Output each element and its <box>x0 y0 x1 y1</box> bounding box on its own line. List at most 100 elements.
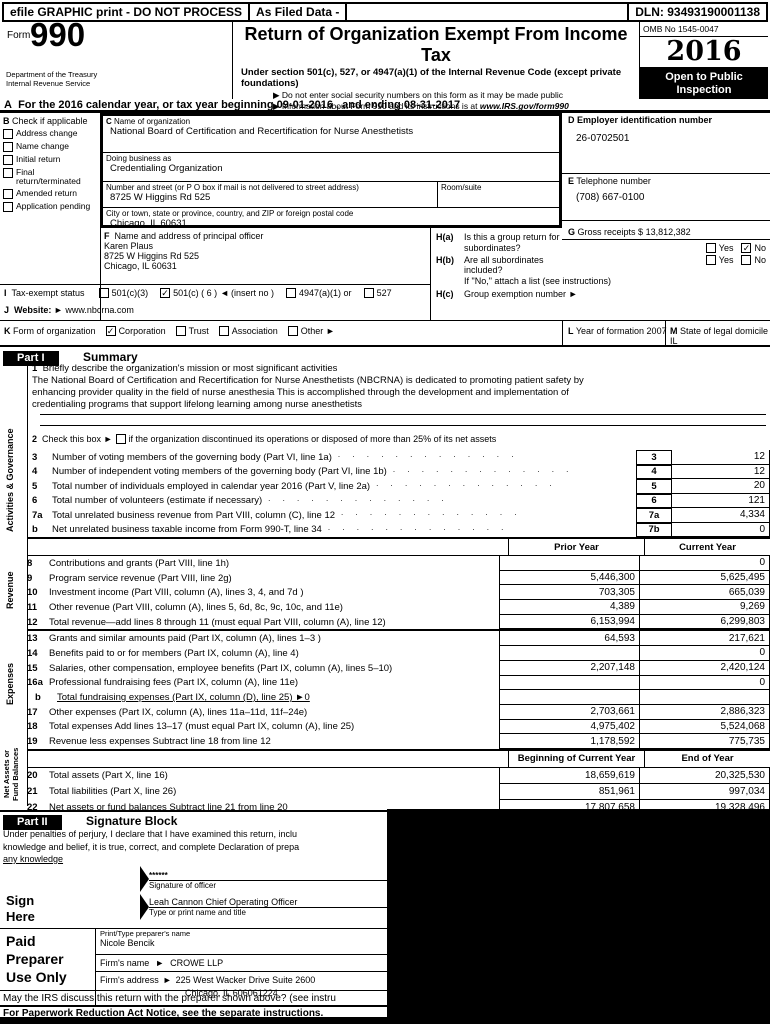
officer-name: Karen Plaus <box>104 241 154 251</box>
checkbox[interactable] <box>3 189 13 199</box>
checkbox[interactable] <box>3 142 13 152</box>
mission-line3: credentialing programs that support life… <box>32 399 363 410</box>
checkbox-trust[interactable] <box>175 326 186 336</box>
part1-title: Summary <box>82 350 138 364</box>
checkbox-501c3[interactable] <box>98 288 109 298</box>
checkbox-other[interactable] <box>287 326 298 336</box>
checkbox-ha-yes[interactable] <box>705 243 716 253</box>
ein-value: 26-0702501 <box>576 133 630 144</box>
arrow-right-icon: ► <box>155 958 165 968</box>
signature-of-officer-label: Signature of officer <box>149 881 217 890</box>
discontinued-operations-row: 2 Check this box ► if the organization d… <box>32 434 497 444</box>
firm-name: CROWE LLP <box>170 958 224 968</box>
table-row: b Net unrelated business taxable income … <box>32 522 770 537</box>
pointer-icon: ▶ <box>273 101 280 111</box>
street-address: 8725 W Higgins Rd 525 <box>110 192 211 203</box>
table-row: 12 Total revenue—add lines 8 through 11 … <box>27 614 770 630</box>
year-of-formation: L Year of formation 2007 <box>568 326 667 336</box>
arrow-right-icon: ► <box>568 289 578 299</box>
part2-header: Part II Signature Block <box>3 812 770 830</box>
ein-phone-block: D Employer identification number 26-0702… <box>562 113 770 240</box>
arrow-right-icon: ► <box>53 305 63 315</box>
sidebar-activities-governance: Activities & Governance <box>5 428 15 532</box>
table-row: 21 Total liabilities (Part X, line 26) 8… <box>27 783 770 800</box>
irs-discuss-line: May the IRS discuss this return with the… <box>3 993 336 1004</box>
checkbox-amended-return: Amended return <box>3 189 99 199</box>
checkbox-corporation[interactable]: ✓ <box>105 326 116 336</box>
redaction-box <box>387 809 770 1024</box>
efile-header-bar: efile GRAPHIC print - DO NOT PROCESS As … <box>2 2 768 22</box>
form-title: Return of Organization Exempt From Incom… <box>244 24 628 65</box>
checkbox-501c6[interactable]: ✓ <box>160 288 171 298</box>
table-row: 5 Total number of individuals employed i… <box>32 479 770 494</box>
organization-name-block: C Name of organization National Board of… <box>100 113 562 229</box>
efile-label: efile GRAPHIC print - DO NOT PROCESS <box>4 4 251 20</box>
paperwork-notice: For Paperwork Reduction Act Notice, see … <box>3 1008 324 1019</box>
state-of-domicile: M State of legal domicile IL <box>670 326 769 346</box>
checkbox[interactable] <box>3 168 13 178</box>
officer-name-title: Leah Cannon Chief Operating Officer <box>149 897 298 907</box>
checkboxes-section-b: B Check if applicable Address change Nam… <box>3 116 99 215</box>
checkbox-name-change: Name change <box>3 142 99 152</box>
table-row: 14 Benefits paid to or for members (Part… <box>27 646 770 661</box>
group-return-block: H(a) Is this a group return for subordin… <box>436 232 766 299</box>
checkbox-address-change: Address change <box>3 129 99 139</box>
form-of-organization-row: K Form of organization ✓ Corporation Trus… <box>4 326 335 336</box>
firm-address: 225 West Wacker Drive Suite 2600 <box>175 975 316 985</box>
checkbox[interactable] <box>3 202 13 212</box>
table-row: b Total fundraising expenses (Part IX, c… <box>27 690 770 705</box>
part1-header: Part I Summary <box>3 348 770 366</box>
checkbox-association[interactable] <box>218 326 229 336</box>
form-number: 990 <box>30 16 86 53</box>
dept-treasury: Department of the Treasury <box>6 70 98 79</box>
governance-counts-table: 3 Number of voting members of the govern… <box>32 450 770 537</box>
officer-signature: ****** <box>149 871 168 880</box>
dba-name: Credentialing Organization <box>110 163 223 174</box>
irs-gov-link[interactable]: www.IRS.gov/form990 <box>479 101 569 111</box>
part1-tag: Part I <box>3 351 59 366</box>
table-row: 11 Other revenue (Part VIII, column (A),… <box>27 600 770 615</box>
table-row: 13 Grants and similar amounts paid (Part… <box>27 629 770 647</box>
bullet-ssn: ▶ Do not enter social security numbers o… <box>273 90 564 100</box>
preparer-name: Nicole Bencik <box>100 938 155 948</box>
bullet-info: ▶ Information about Form 990 and its ins… <box>273 101 569 111</box>
mission-block: 1 Briefly describe the organization's mi… <box>32 363 768 411</box>
table-row: 3 Number of voting members of the govern… <box>32 450 770 465</box>
gross-receipts: G Gross receipts $ 13,812,382 <box>568 227 691 237</box>
checkbox-hb-no[interactable] <box>741 255 752 265</box>
website-link[interactable]: www.nbcrna.com <box>65 305 134 315</box>
city-state-zip: Chicago, IL 60631 <box>110 218 187 229</box>
mission-line1: The National Board of Certification and … <box>32 375 584 386</box>
arrow-right-icon: ► <box>103 434 113 444</box>
officer-signature-area: ****** Signature of officer Leah Cannon … <box>140 866 387 920</box>
checkbox[interactable] <box>3 129 13 139</box>
perjury-statement: Under penalties of perjury, I declare th… <box>3 829 300 864</box>
checkbox-application-pending: Application pending <box>3 202 99 212</box>
checkbox-527[interactable] <box>363 288 374 298</box>
table-row: 16a Professional fundraising fees (Part … <box>27 675 770 691</box>
revenue-expense-table: Prior Year Current Year 8 Contributions … <box>27 537 770 816</box>
checkbox-4947[interactable] <box>286 288 297 298</box>
checkbox[interactable] <box>3 155 13 165</box>
dln-label: DLN: 93493190001138 <box>627 4 766 20</box>
sign-here-label: Sign Here <box>6 893 35 924</box>
arrow-right-icon: ► <box>325 326 335 336</box>
table-row: 9 Program service revenue (Part VIII, li… <box>27 570 770 586</box>
form-subtitle: Under section 501(c), 527, or 4947(a)(1)… <box>241 67 622 89</box>
checkbox-final-return: Final return/terminated <box>3 168 99 186</box>
checkbox-hb-yes[interactable] <box>705 255 716 265</box>
part2-tag: Part II <box>3 815 62 830</box>
checkbox-initial-return: Initial return <box>3 155 99 165</box>
balance-table-header: Beginning of Current Year End of Year <box>27 748 770 768</box>
column-beginning-year: Beginning of Current Year <box>508 750 644 767</box>
officer-street: 8725 W Higgins Rd 525 <box>104 251 200 261</box>
checkbox-discontinued[interactable] <box>115 434 126 444</box>
signature-arrow-icon <box>140 866 149 892</box>
table-row: 17 Other expenses (Part IX, column (A), … <box>27 704 770 720</box>
checkbox-ha-no[interactable]: ✓ <box>741 243 752 253</box>
form-word: Form <box>7 30 31 41</box>
form-header: Form 990 Department of the Treasury Inte… <box>2 16 768 111</box>
column-prior-year: Prior Year <box>508 539 644 555</box>
tax-exempt-status-row: I Tax-exempt status 501(c)(3) ✓ 501(c) ( … <box>4 288 392 298</box>
